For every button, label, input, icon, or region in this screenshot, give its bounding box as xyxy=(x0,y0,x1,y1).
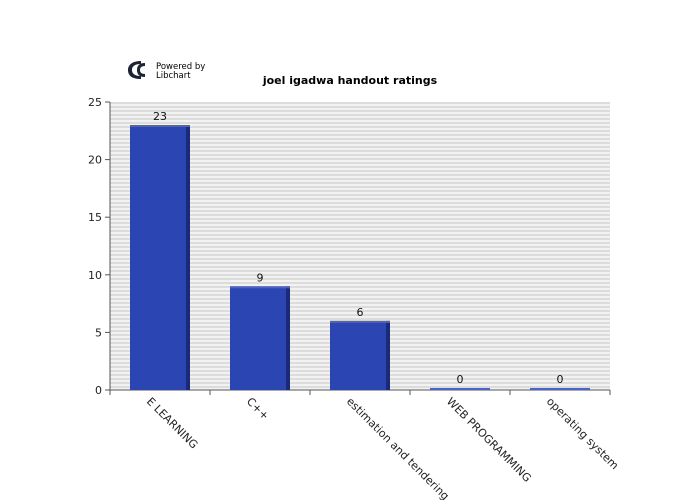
libchart-logo-icon xyxy=(128,61,145,79)
grid-stripe xyxy=(110,242,610,244)
grid-stripe xyxy=(110,182,610,184)
bar-shade xyxy=(386,320,390,390)
grid-stripe xyxy=(110,138,610,140)
x-tick-label: C++ xyxy=(244,395,272,423)
grid-stripe xyxy=(110,198,610,200)
y-tick-label: 0 xyxy=(95,384,102,397)
grid-stripe xyxy=(110,254,610,256)
grid-stripe xyxy=(110,118,610,120)
grid-stripe xyxy=(110,214,610,216)
grid-stripe xyxy=(110,278,610,280)
grid-stripe xyxy=(110,270,610,272)
grid-stripe xyxy=(110,102,610,104)
grid-stripe xyxy=(110,186,610,188)
grid-stripe xyxy=(110,202,610,204)
bar-body xyxy=(230,286,290,390)
y-tick-label: 10 xyxy=(88,269,102,282)
bar-top xyxy=(230,286,290,289)
bar-shade xyxy=(286,286,290,390)
grid-stripe xyxy=(110,154,610,156)
grid-stripe xyxy=(110,298,610,300)
bar-body xyxy=(330,320,390,390)
grid-stripe xyxy=(110,110,610,112)
grid-stripe xyxy=(110,314,610,316)
grid-stripe xyxy=(110,106,610,108)
grid-stripe xyxy=(110,158,610,160)
bar-body xyxy=(130,125,190,390)
bars xyxy=(130,125,590,390)
chart-title: joel igadwa handout ratings xyxy=(262,74,438,87)
data-label: 9 xyxy=(257,271,264,284)
y-tick-label: 25 xyxy=(88,96,102,109)
grid-stripe xyxy=(110,178,610,180)
grid-stripe xyxy=(110,250,610,252)
grid-stripe xyxy=(110,194,610,196)
data-label: 23 xyxy=(153,110,167,123)
x-tick-label: E LEARNING xyxy=(144,395,201,452)
grid-stripe xyxy=(110,230,610,232)
grid-stripe xyxy=(110,290,610,292)
bar-top xyxy=(530,388,590,390)
bar xyxy=(430,388,490,390)
logo-line-2: Libchart xyxy=(156,71,191,81)
data-label: 0 xyxy=(457,373,464,386)
grid-stripe xyxy=(110,302,610,304)
grid-stripe xyxy=(110,274,610,276)
data-label: 0 xyxy=(557,373,564,386)
libchart-logo: Powered by Libchart xyxy=(128,61,205,81)
data-label: 6 xyxy=(357,306,364,319)
grid-stripe xyxy=(110,174,610,176)
bar-top xyxy=(430,388,490,390)
y-tick-label: 5 xyxy=(95,326,102,339)
grid-stripe xyxy=(110,234,610,236)
grid-stripe xyxy=(110,146,610,148)
grid-stripe xyxy=(110,114,610,116)
grid-stripe xyxy=(110,282,610,284)
bar-top xyxy=(130,125,190,128)
grid-stripe xyxy=(110,218,610,220)
grid-stripe xyxy=(110,262,610,264)
grid-stripe xyxy=(110,162,610,164)
grid-stripe xyxy=(110,122,610,124)
grid-stripe xyxy=(110,222,610,224)
logo-line-1: Powered by xyxy=(156,62,205,72)
y-tick-label: 15 xyxy=(88,211,102,224)
grid-stripe xyxy=(110,206,610,208)
grid-stripe xyxy=(110,306,610,308)
bar xyxy=(230,286,290,390)
bar-top xyxy=(330,320,390,323)
grid-stripe xyxy=(110,170,610,172)
grid-stripe xyxy=(110,226,610,228)
grid-stripe xyxy=(110,294,610,296)
y-tick-label: 20 xyxy=(88,154,102,167)
x-tick-label: WEB PROGRAMMING xyxy=(444,395,534,485)
grid-stripe xyxy=(110,130,610,132)
grid-stripe xyxy=(110,310,610,312)
bar xyxy=(130,125,190,390)
grid-stripe xyxy=(110,246,610,248)
grid-stripe xyxy=(110,142,610,144)
bar xyxy=(530,388,590,390)
grid-stripe xyxy=(110,258,610,260)
grid-stripe xyxy=(110,126,610,128)
grid-stripe xyxy=(110,210,610,212)
bar xyxy=(330,320,390,390)
grid-stripe xyxy=(110,266,610,268)
grid-stripe xyxy=(110,166,610,168)
grid-stripe xyxy=(110,190,610,192)
x-tick-label: operating system xyxy=(544,395,621,472)
grid-stripe xyxy=(110,238,610,240)
bar-shade xyxy=(186,125,190,390)
grid-stripe xyxy=(110,318,610,320)
grid-stripe xyxy=(110,286,610,288)
grid-stripe xyxy=(110,150,610,152)
grid-stripe xyxy=(110,134,610,136)
x-tick-label: estimation and tendering xyxy=(344,395,452,500)
